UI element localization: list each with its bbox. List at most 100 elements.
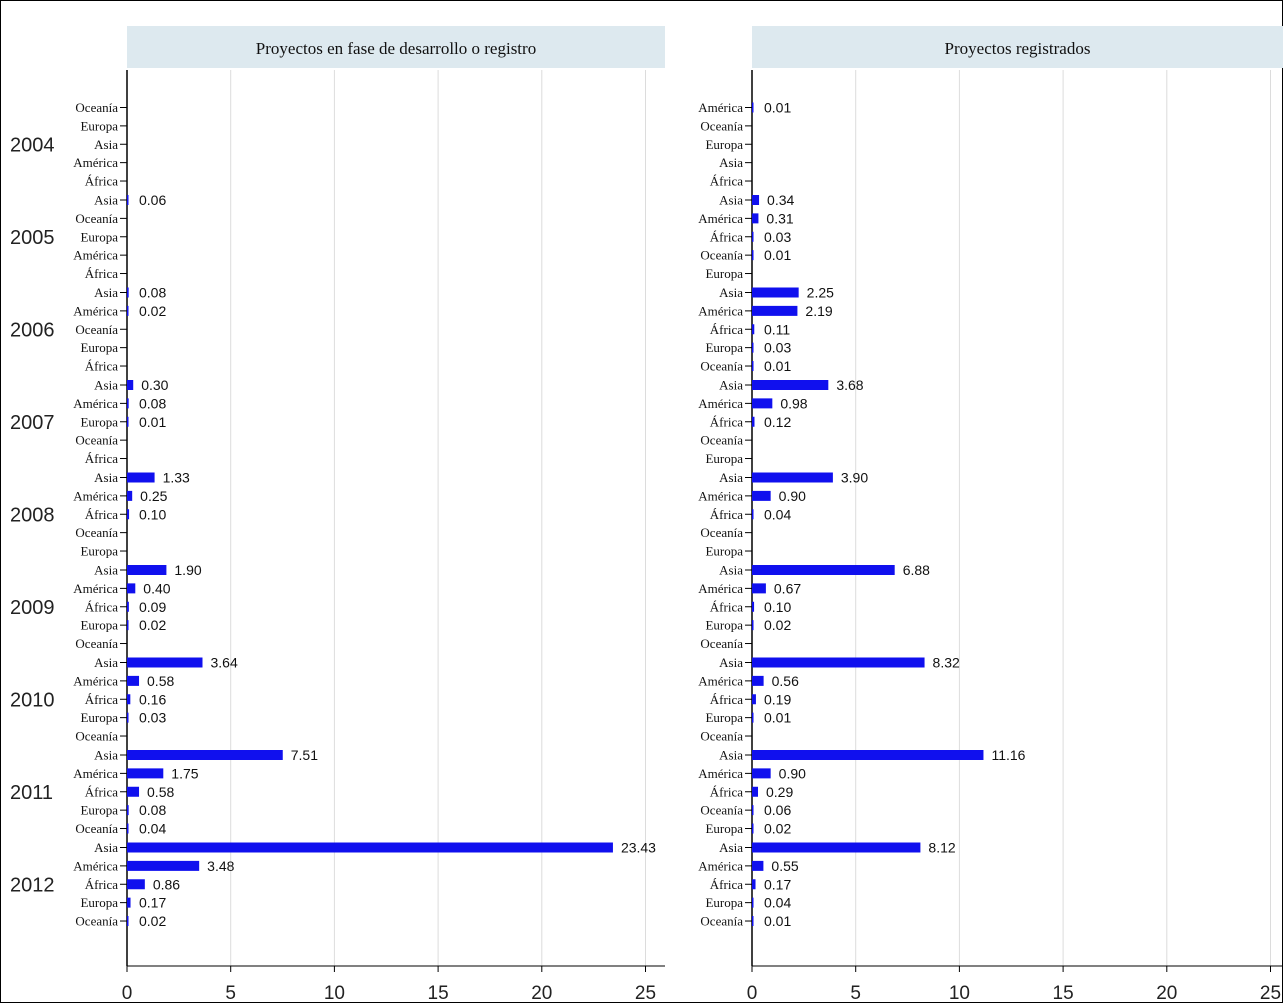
value-label: 2.19 [805,303,832,319]
bar [127,879,145,890]
year-label: 2007 [10,412,55,434]
value-label: 0.10 [764,599,791,615]
value-label: 0.01 [764,710,791,726]
bar [127,583,136,594]
value-label: 2.25 [807,285,834,301]
region-label: África [85,692,118,707]
bar [127,823,129,834]
bar [752,805,754,816]
value-label: 0.98 [780,395,807,411]
bar [752,102,754,113]
region-label: Oceanía [75,729,118,744]
region-label: América [73,581,118,596]
region-label: América [698,100,743,115]
bar [127,768,164,779]
bar [752,786,759,797]
bar [127,490,133,501]
value-label: 3.64 [210,655,237,671]
region-label: Europa [705,618,743,633]
region-label: América [698,396,743,411]
value-label: 7.51 [291,747,318,763]
bar [752,860,764,871]
year-label: 2005 [10,227,55,249]
x-tick-label: 20 [1156,983,1177,1003]
value-label: 0.10 [139,506,166,522]
region-label: Oceanía [700,525,743,540]
year-label: 2004 [10,134,55,156]
bar [127,842,613,853]
value-label: 0.55 [771,858,798,874]
bar [127,657,203,668]
bar [752,213,759,224]
x-tick-label: 20 [531,983,552,1003]
value-label: 0.01 [139,414,166,430]
region-label: Asia [719,155,743,170]
region-label: Europa [80,803,118,818]
bar [752,195,760,205]
bar [752,768,771,779]
value-label: 0.16 [139,691,166,707]
region-label: Europa [80,544,118,559]
region-label: Oceanía [700,914,743,929]
value-label: 0.67 [774,580,801,596]
bar [752,380,829,390]
panel-title-2: Proyectos registrados [945,39,1091,58]
value-label: 0.19 [764,691,791,707]
region-label: África [85,599,118,614]
region-label: Oceanía [75,821,118,836]
region-label: África [85,359,118,374]
bar [127,694,131,705]
year-label: 2010 [10,689,55,711]
bar [752,324,755,335]
region-label: Europa [80,229,118,244]
value-label: 0.30 [141,377,168,393]
bar [752,620,754,631]
value-label: 0.06 [764,802,791,818]
region-label: América [73,396,118,411]
bar [127,786,140,797]
region-label: Oceanía [75,211,118,226]
value-label: 0.01 [764,358,791,374]
year-label: 2011 [10,782,53,804]
value-label: 0.08 [139,395,166,411]
value-label: 1.90 [174,562,201,578]
bar [752,657,925,668]
bar [752,305,798,316]
value-label: 0.04 [139,821,166,837]
bar [752,750,984,760]
panel-title-1: Proyectos en fase de desarrollo o regist… [256,39,536,58]
value-label: 0.25 [140,488,167,504]
bar [752,416,755,427]
region-label: África [85,507,118,522]
region-label: Oceanía [700,636,743,651]
region-label: África [710,507,743,522]
value-label: 0.58 [147,673,174,689]
value-label: 0.29 [766,784,793,800]
region-label: Oceanía [700,359,743,374]
bar [752,287,799,298]
region-label: Europa [80,710,118,725]
x-tick-label: 15 [428,983,449,1003]
bar [127,416,129,427]
region-label: Asia [94,563,118,578]
year-label: 2008 [10,504,55,526]
value-label: 0.08 [139,285,166,301]
bar [752,231,754,242]
region-label: Oceanía [75,322,118,337]
bar [127,805,129,816]
region-label: África [710,174,743,189]
x-tick-label: 25 [1260,983,1281,1003]
region-label: Europa [705,710,743,725]
region-label: Asia [94,193,118,208]
value-label: 0.40 [143,580,170,596]
region-label: África [710,877,743,892]
region-label: América [73,766,118,781]
year-label: 2009 [10,597,55,619]
value-label: 0.04 [764,895,791,911]
bar [752,712,754,723]
region-label: Europa [80,340,118,355]
x-tick-label: 0 [122,983,133,1003]
region-label: América [698,488,743,503]
